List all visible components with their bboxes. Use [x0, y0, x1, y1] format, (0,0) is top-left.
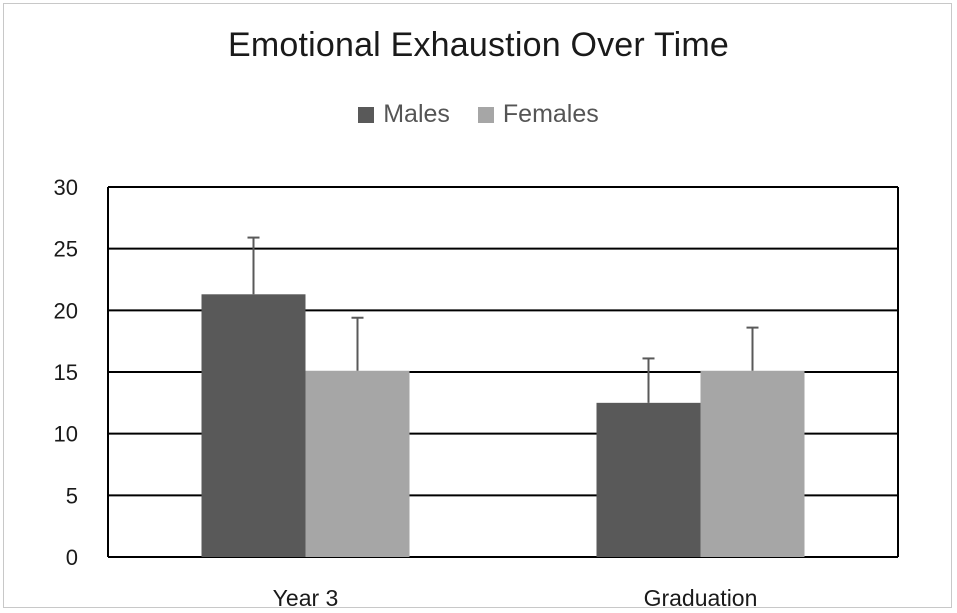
- x-category-label: Graduation: [644, 585, 758, 611]
- y-tick-label: 25: [54, 237, 78, 262]
- legend-item-males: Males: [358, 100, 450, 129]
- chart-title: Emotional Exhaustion Over Time: [227, 26, 730, 64]
- y-tick-label: 15: [54, 360, 78, 385]
- y-tick-label: 5: [66, 483, 78, 508]
- y-tick-label: 0: [66, 545, 78, 570]
- bar-females-0: [305, 370, 410, 557]
- y-tick-label: 20: [54, 298, 78, 323]
- bar-females-1: [700, 370, 805, 557]
- legend-swatch-females: [477, 106, 494, 123]
- bar-males-1: [596, 402, 701, 557]
- bar-males-0: [201, 294, 306, 557]
- x-category-label: Year 3: [273, 585, 339, 611]
- legend-label-males: Males: [383, 100, 450, 128]
- legend-item-females: Females: [477, 100, 599, 129]
- y-tick-label: 30: [54, 175, 78, 200]
- legend-label-females: Females: [502, 100, 599, 128]
- y-tick-label: 10: [54, 422, 78, 447]
- legend-swatch-males: [358, 106, 375, 123]
- legend: Males Females: [0, 100, 957, 129]
